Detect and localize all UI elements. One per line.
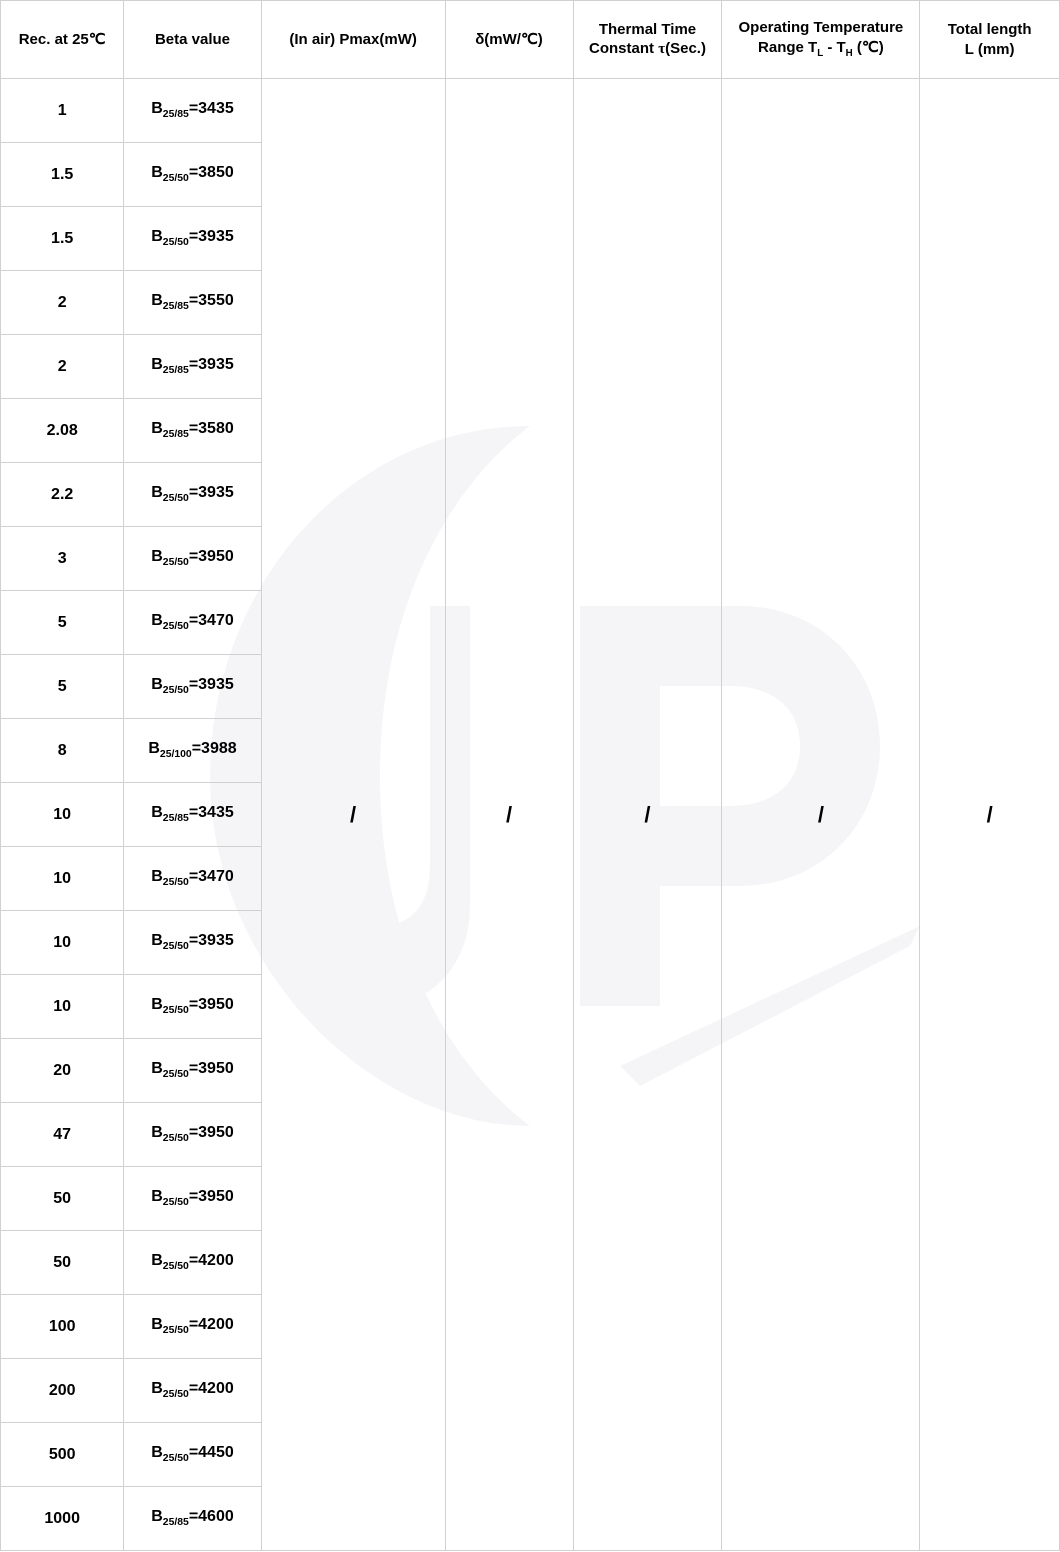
spec-table: Rec. at 25℃ Beta value (In air) Pmax(mW)… bbox=[0, 0, 1060, 1551]
cell-rec: 1 bbox=[1, 79, 124, 143]
cell-rec: 200 bbox=[1, 1359, 124, 1423]
cell-beta: B25/50=4200 bbox=[124, 1231, 261, 1295]
cell-rec: 2.08 bbox=[1, 399, 124, 463]
cell-rec: 5 bbox=[1, 655, 124, 719]
cell-rec: 3 bbox=[1, 527, 124, 591]
cell-rec: 2 bbox=[1, 271, 124, 335]
cell-beta: B25/85=4600 bbox=[124, 1487, 261, 1551]
cell-beta: B25/50=3935 bbox=[124, 655, 261, 719]
header-beta: Beta value bbox=[124, 1, 261, 79]
cell-beta: B25/50=3935 bbox=[124, 911, 261, 975]
cell-beta: B25/50=3470 bbox=[124, 847, 261, 911]
header-pmax: (In air) Pmax(mW) bbox=[261, 1, 445, 79]
cell-beta: B25/50=3950 bbox=[124, 1167, 261, 1231]
cell-beta: B25/85=3580 bbox=[124, 399, 261, 463]
cell-beta: B25/85=3435 bbox=[124, 79, 261, 143]
header-range: Operating Temperature Range TL - TH (℃) bbox=[722, 1, 920, 79]
header-row: Rec. at 25℃ Beta value (In air) Pmax(mW)… bbox=[1, 1, 1060, 79]
cell-merged: / bbox=[261, 79, 445, 1551]
cell-beta: B25/50=3950 bbox=[124, 1103, 261, 1167]
cell-rec: 10 bbox=[1, 783, 124, 847]
cell-merged: / bbox=[573, 79, 722, 1551]
cell-rec: 5 bbox=[1, 591, 124, 655]
cell-rec: 2.2 bbox=[1, 463, 124, 527]
cell-beta: B25/50=4450 bbox=[124, 1423, 261, 1487]
cell-beta: B25/50=4200 bbox=[124, 1359, 261, 1423]
cell-beta: B25/50=3950 bbox=[124, 1039, 261, 1103]
cell-rec: 20 bbox=[1, 1039, 124, 1103]
cell-beta: B25/100=3988 bbox=[124, 719, 261, 783]
cell-merged: / bbox=[722, 79, 920, 1551]
cell-beta: B25/50=3935 bbox=[124, 463, 261, 527]
cell-beta: B25/50=3950 bbox=[124, 527, 261, 591]
cell-rec: 50 bbox=[1, 1167, 124, 1231]
cell-rec: 1.5 bbox=[1, 143, 124, 207]
cell-rec: 2 bbox=[1, 335, 124, 399]
cell-rec: 1000 bbox=[1, 1487, 124, 1551]
cell-rec: 10 bbox=[1, 911, 124, 975]
cell-beta: B25/85=3435 bbox=[124, 783, 261, 847]
cell-rec: 47 bbox=[1, 1103, 124, 1167]
cell-beta: B25/50=3950 bbox=[124, 975, 261, 1039]
header-len: Total lengthL (mm) bbox=[920, 1, 1060, 79]
cell-beta: B25/50=3935 bbox=[124, 207, 261, 271]
header-tau: Thermal Time Constant τ(Sec.) bbox=[573, 1, 722, 79]
table-row: 1B25/85=3435///// bbox=[1, 79, 1060, 143]
cell-beta: B25/85=3935 bbox=[124, 335, 261, 399]
cell-rec: 100 bbox=[1, 1295, 124, 1359]
cell-rec: 10 bbox=[1, 975, 124, 1039]
cell-rec: 1.5 bbox=[1, 207, 124, 271]
header-rec: Rec. at 25℃ bbox=[1, 1, 124, 79]
cell-rec: 8 bbox=[1, 719, 124, 783]
cell-beta: B25/85=3550 bbox=[124, 271, 261, 335]
cell-beta: B25/50=3470 bbox=[124, 591, 261, 655]
cell-rec: 10 bbox=[1, 847, 124, 911]
cell-rec: 50 bbox=[1, 1231, 124, 1295]
cell-beta: B25/50=3850 bbox=[124, 143, 261, 207]
cell-beta: B25/50=4200 bbox=[124, 1295, 261, 1359]
cell-merged: / bbox=[920, 79, 1060, 1551]
cell-rec: 500 bbox=[1, 1423, 124, 1487]
header-delta: δ(mW/℃) bbox=[445, 1, 573, 79]
cell-merged: / bbox=[445, 79, 573, 1551]
